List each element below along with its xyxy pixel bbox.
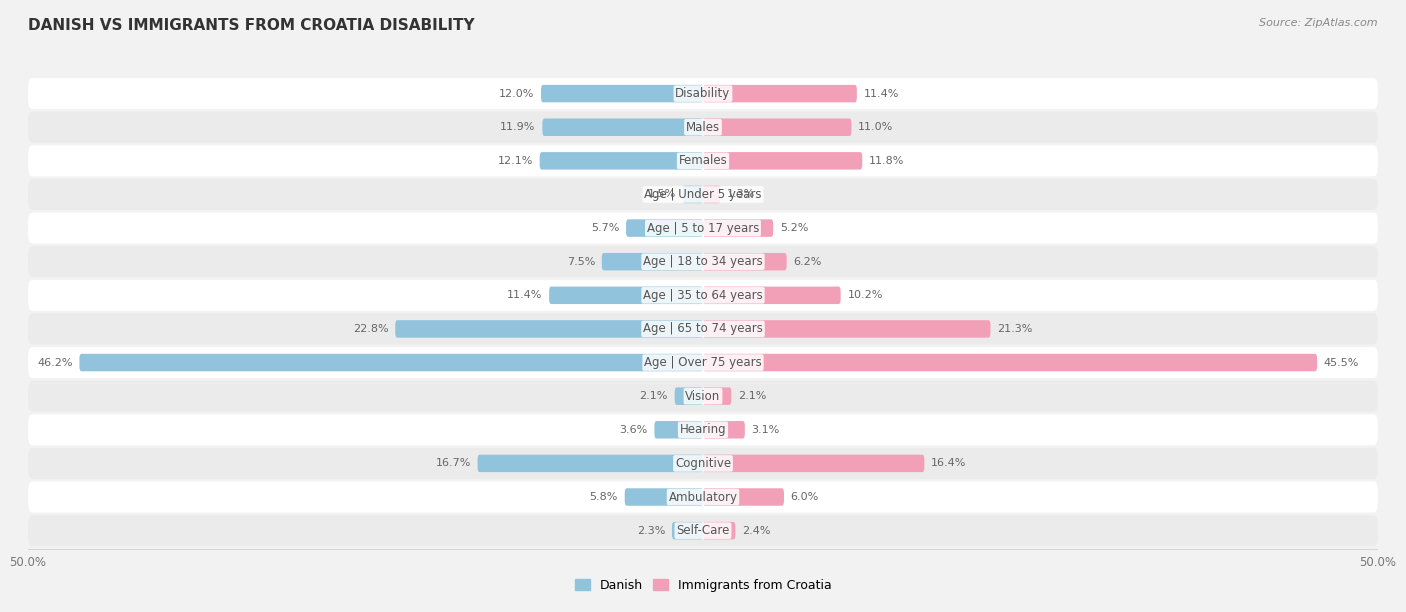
Text: 2.1%: 2.1% xyxy=(640,391,668,401)
Text: 3.1%: 3.1% xyxy=(752,425,780,435)
Text: Age | 65 to 74 years: Age | 65 to 74 years xyxy=(643,323,763,335)
FancyBboxPatch shape xyxy=(28,246,1378,277)
FancyBboxPatch shape xyxy=(703,219,773,237)
Text: Disability: Disability xyxy=(675,87,731,100)
Text: 5.8%: 5.8% xyxy=(589,492,619,502)
FancyBboxPatch shape xyxy=(28,112,1378,143)
Text: Males: Males xyxy=(686,121,720,134)
Text: 7.5%: 7.5% xyxy=(567,256,595,267)
Text: Age | Under 5 years: Age | Under 5 years xyxy=(644,188,762,201)
Text: Cognitive: Cognitive xyxy=(675,457,731,470)
Text: Source: ZipAtlas.com: Source: ZipAtlas.com xyxy=(1260,18,1378,28)
FancyBboxPatch shape xyxy=(703,286,841,304)
Text: 22.8%: 22.8% xyxy=(353,324,388,334)
Text: 2.1%: 2.1% xyxy=(738,391,766,401)
Text: 6.2%: 6.2% xyxy=(793,256,823,267)
Text: 46.2%: 46.2% xyxy=(37,357,73,368)
FancyBboxPatch shape xyxy=(28,515,1378,546)
FancyBboxPatch shape xyxy=(703,421,745,439)
FancyBboxPatch shape xyxy=(703,455,924,472)
Text: 11.9%: 11.9% xyxy=(501,122,536,132)
FancyBboxPatch shape xyxy=(703,320,990,338)
Text: 16.7%: 16.7% xyxy=(436,458,471,468)
Text: 11.4%: 11.4% xyxy=(508,290,543,300)
Text: 5.7%: 5.7% xyxy=(591,223,619,233)
FancyBboxPatch shape xyxy=(28,78,1378,109)
FancyBboxPatch shape xyxy=(28,347,1378,378)
FancyBboxPatch shape xyxy=(478,455,703,472)
Text: 3.6%: 3.6% xyxy=(620,425,648,435)
FancyBboxPatch shape xyxy=(703,185,720,203)
FancyBboxPatch shape xyxy=(28,179,1378,210)
Text: 16.4%: 16.4% xyxy=(931,458,966,468)
Text: Age | 18 to 34 years: Age | 18 to 34 years xyxy=(643,255,763,268)
Text: Females: Females xyxy=(679,154,727,167)
FancyBboxPatch shape xyxy=(672,522,703,539)
FancyBboxPatch shape xyxy=(28,448,1378,479)
Text: 1.5%: 1.5% xyxy=(648,190,676,200)
FancyBboxPatch shape xyxy=(28,146,1378,176)
FancyBboxPatch shape xyxy=(624,488,703,506)
FancyBboxPatch shape xyxy=(703,85,856,102)
FancyBboxPatch shape xyxy=(626,219,703,237)
Text: 11.8%: 11.8% xyxy=(869,156,904,166)
FancyBboxPatch shape xyxy=(543,119,703,136)
Text: 11.0%: 11.0% xyxy=(858,122,893,132)
Text: 11.4%: 11.4% xyxy=(863,89,898,99)
FancyBboxPatch shape xyxy=(28,414,1378,446)
Text: Age | 5 to 17 years: Age | 5 to 17 years xyxy=(647,222,759,234)
Text: Age | Over 75 years: Age | Over 75 years xyxy=(644,356,762,369)
FancyBboxPatch shape xyxy=(395,320,703,338)
FancyBboxPatch shape xyxy=(703,354,1317,371)
Text: Vision: Vision xyxy=(685,390,721,403)
FancyBboxPatch shape xyxy=(602,253,703,271)
FancyBboxPatch shape xyxy=(703,387,731,405)
Text: Hearing: Hearing xyxy=(679,424,727,436)
FancyBboxPatch shape xyxy=(703,119,852,136)
FancyBboxPatch shape xyxy=(28,381,1378,412)
Text: 10.2%: 10.2% xyxy=(848,290,883,300)
FancyBboxPatch shape xyxy=(703,253,787,271)
FancyBboxPatch shape xyxy=(79,354,703,371)
Legend: Danish, Immigrants from Croatia: Danish, Immigrants from Croatia xyxy=(569,574,837,597)
FancyBboxPatch shape xyxy=(28,313,1378,345)
FancyBboxPatch shape xyxy=(540,152,703,170)
Text: 6.0%: 6.0% xyxy=(790,492,818,502)
FancyBboxPatch shape xyxy=(703,488,785,506)
Text: 12.0%: 12.0% xyxy=(499,89,534,99)
Text: 21.3%: 21.3% xyxy=(997,324,1032,334)
Text: 1.3%: 1.3% xyxy=(727,190,755,200)
FancyBboxPatch shape xyxy=(675,387,703,405)
Text: Self-Care: Self-Care xyxy=(676,524,730,537)
FancyBboxPatch shape xyxy=(550,286,703,304)
FancyBboxPatch shape xyxy=(683,185,703,203)
FancyBboxPatch shape xyxy=(541,85,703,102)
Text: Ambulatory: Ambulatory xyxy=(668,490,738,504)
Text: 2.4%: 2.4% xyxy=(742,526,770,536)
FancyBboxPatch shape xyxy=(703,152,862,170)
FancyBboxPatch shape xyxy=(654,421,703,439)
Text: DANISH VS IMMIGRANTS FROM CROATIA DISABILITY: DANISH VS IMMIGRANTS FROM CROATIA DISABI… xyxy=(28,18,475,34)
FancyBboxPatch shape xyxy=(28,482,1378,512)
FancyBboxPatch shape xyxy=(28,212,1378,244)
Text: 45.5%: 45.5% xyxy=(1324,357,1360,368)
Text: Age | 35 to 64 years: Age | 35 to 64 years xyxy=(643,289,763,302)
Text: 12.1%: 12.1% xyxy=(498,156,533,166)
Text: 5.2%: 5.2% xyxy=(780,223,808,233)
FancyBboxPatch shape xyxy=(703,522,735,539)
FancyBboxPatch shape xyxy=(28,280,1378,311)
Text: 2.3%: 2.3% xyxy=(637,526,665,536)
